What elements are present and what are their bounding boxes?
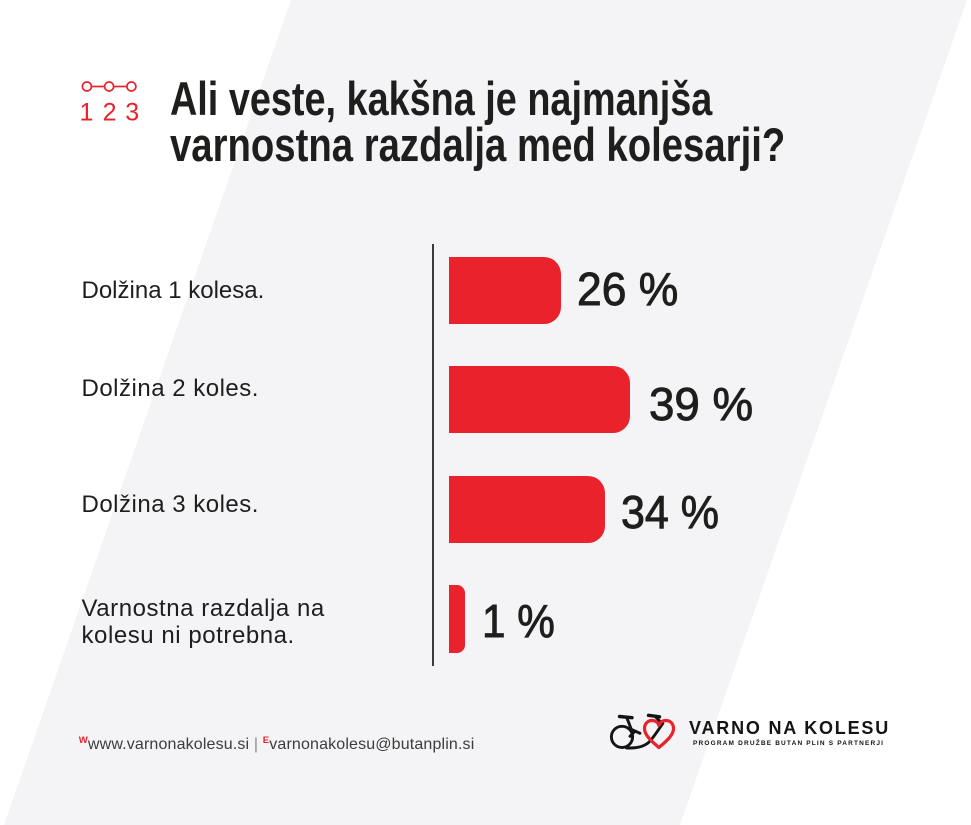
svg-text:2: 2 (103, 99, 117, 127)
svg-text:1: 1 (80, 99, 94, 127)
svg-text:3: 3 (125, 99, 139, 127)
